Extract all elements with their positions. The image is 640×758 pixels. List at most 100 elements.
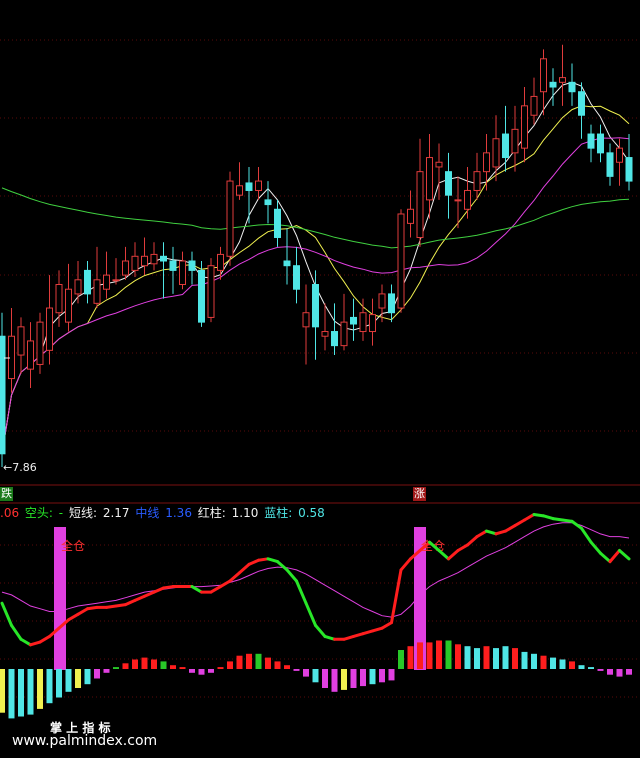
candle-up <box>141 255 148 267</box>
trend-segment-up <box>504 524 517 533</box>
histogram-bar-positive <box>179 667 186 669</box>
candle-down <box>84 269 91 295</box>
histogram-bar-negative <box>18 669 24 717</box>
histogram-bar-negative <box>84 669 91 685</box>
indicator-legend: .06 空头: - 短线: 2.17 中线 1.36 红柱: 1.10 蓝柱: … <box>0 504 327 522</box>
histogram-bar-negative <box>75 669 81 688</box>
trend-segment-up <box>466 535 479 547</box>
trend-segment-up <box>228 571 241 583</box>
candle-up <box>378 293 386 309</box>
candle-up <box>359 312 367 333</box>
histogram-bar-positive <box>426 642 433 669</box>
candle-up <box>369 314 376 333</box>
histogram-bar-positive <box>512 648 518 669</box>
trend-segment-up <box>456 543 469 553</box>
histogram-bar-positive <box>113 667 119 669</box>
histogram-bar-positive <box>474 648 480 669</box>
trend-segment-down <box>19 637 32 647</box>
candle-down <box>283 260 291 267</box>
trend-segment-up <box>162 585 175 590</box>
candle-up <box>426 157 433 201</box>
histogram-bar-positive <box>398 650 404 669</box>
candle-down <box>264 199 272 206</box>
trend-segment-up <box>608 549 621 564</box>
histogram-bar-positive <box>151 659 157 669</box>
candle-down <box>578 91 585 116</box>
histogram-bar-positive <box>445 640 452 669</box>
trend-segment-down <box>485 529 498 536</box>
trend-segment-up <box>342 634 355 641</box>
moving-average-lines <box>1 81 630 454</box>
trend-segment-down <box>285 568 298 583</box>
histogram-bar-negative <box>27 669 34 715</box>
histogram-bar-positive <box>407 646 414 669</box>
histogram-bar-negative <box>46 669 53 704</box>
trend-segment-up <box>38 634 51 644</box>
candle-up <box>112 279 120 282</box>
ma-base-line <box>1 187 630 249</box>
histogram-bar-negative <box>341 669 347 690</box>
histogram-bar-positive <box>550 657 556 669</box>
histogram-bar-negative <box>597 669 604 671</box>
histogram-bar-negative <box>94 669 100 679</box>
trend-segment-up <box>475 529 488 539</box>
trend-segment-down <box>532 512 545 518</box>
candle-down <box>606 152 614 177</box>
histogram-bar-negative <box>0 669 5 713</box>
candle-down <box>274 208 281 238</box>
indicator-lines <box>0 512 631 647</box>
histogram-bar-positive <box>284 665 290 669</box>
candle-up <box>616 147 623 163</box>
candle-up <box>340 321 348 347</box>
histogram-bar-positive <box>588 667 594 669</box>
histogram-bar-negative <box>65 669 72 692</box>
signal-bars: 全仓全仓 <box>54 527 445 670</box>
histogram-bar-positive <box>483 646 490 669</box>
histogram-bar-positive <box>141 657 148 669</box>
trend-segment-up <box>133 594 146 602</box>
trend-segment-up <box>48 626 61 638</box>
candle-up <box>321 331 329 337</box>
candlesticks <box>0 44 633 467</box>
candle-up <box>74 279 82 295</box>
trend-segment-up <box>447 549 460 561</box>
trend-segment-down <box>0 601 13 627</box>
histogram-bar-negative <box>303 669 309 677</box>
candle-up <box>8 335 15 380</box>
candle-up <box>131 255 139 271</box>
candle-up <box>217 253 224 271</box>
candle-up <box>122 260 129 276</box>
candle-up <box>226 180 234 257</box>
candle-up <box>511 128 519 154</box>
candle-up <box>179 260 186 286</box>
full-position-label: 全仓 <box>61 538 85 553</box>
trend-segment-down <box>266 557 279 564</box>
candle-up <box>17 326 25 356</box>
candle-down <box>198 269 205 323</box>
candle-down <box>502 133 509 159</box>
histogram-bar-positive <box>170 665 176 669</box>
trend-segment-down <box>304 601 317 627</box>
candle-up <box>407 208 414 224</box>
trend-segment-up <box>124 598 137 607</box>
trend-segment-up <box>57 618 70 630</box>
trend-segment-up <box>409 549 422 561</box>
legend-hongzhu-label: 红柱: <box>197 506 226 520</box>
candle-up <box>36 321 44 365</box>
candle-down <box>245 182 253 191</box>
trend-segment-down <box>276 560 289 572</box>
trend-segment-down <box>10 623 23 641</box>
trend-segment-down <box>589 540 602 555</box>
trend-segment-up <box>494 529 507 536</box>
grid-lines <box>0 39 640 698</box>
histogram-bar-positive <box>502 646 509 669</box>
histogram-bar-negative <box>198 669 205 675</box>
candle-up <box>492 138 500 168</box>
candle-up <box>464 189 471 210</box>
histogram-bar-negative <box>369 669 376 685</box>
candle-down <box>169 260 177 271</box>
legend-lanzhu-label: 蓝柱: <box>264 506 293 520</box>
trend-segment-up <box>209 585 222 594</box>
trend-segment-down <box>437 549 450 561</box>
trend-segment-up <box>399 557 412 572</box>
